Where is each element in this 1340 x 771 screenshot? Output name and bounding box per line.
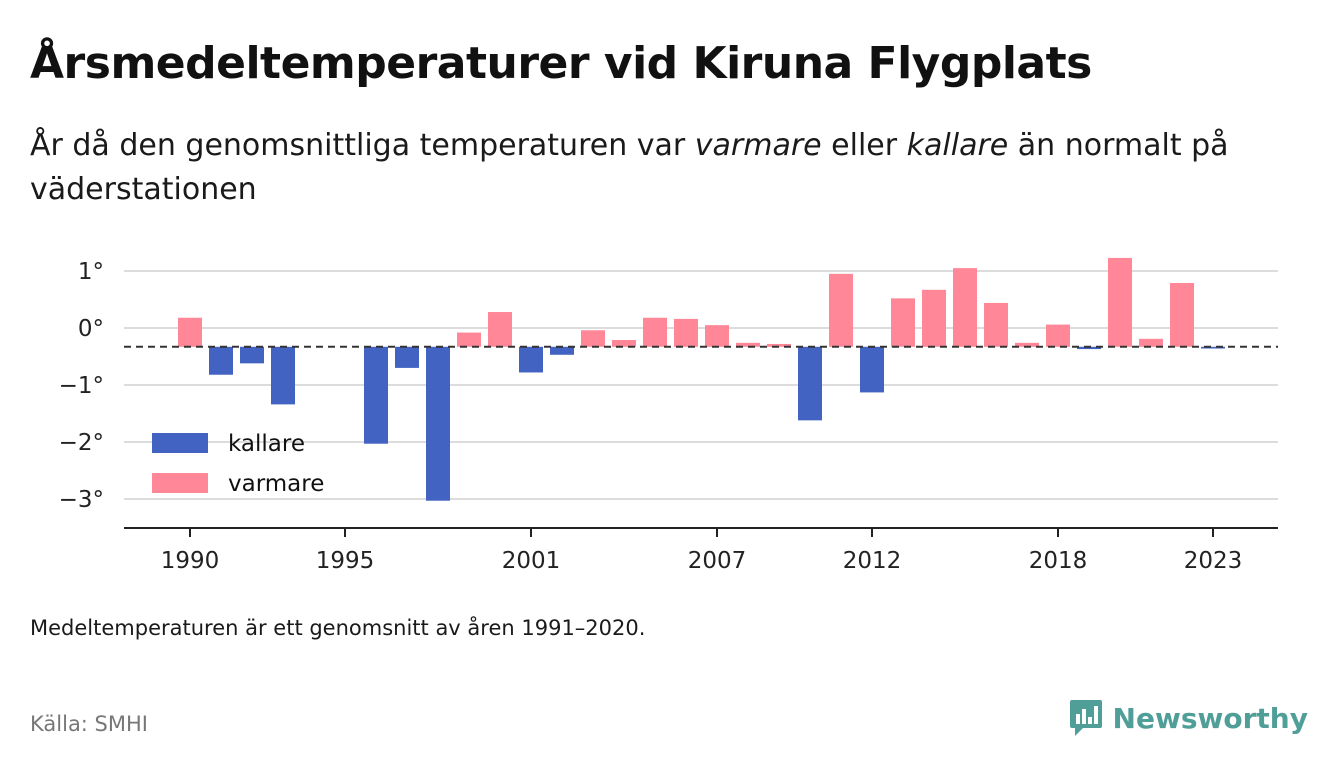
- bar-varmare-1990: [178, 317, 202, 347]
- bar-varmare-2008: [736, 342, 760, 347]
- bar-varmare-2020: [1108, 257, 1132, 347]
- bar-kallare-1996: [364, 346, 388, 444]
- bar-varmare-2016: [984, 302, 1008, 347]
- bar-varmare-2003: [581, 330, 605, 347]
- bar-varmare-2005: [643, 317, 667, 347]
- chart-subtitle: År då den genomsnittliga temperaturen va…: [30, 124, 1300, 212]
- subtitle-warm-word: varmare: [694, 128, 822, 163]
- bar-kallare-2019: [1077, 346, 1101, 350]
- bar-varmare-2014: [922, 289, 946, 347]
- x-tick-label: 2007: [688, 548, 747, 574]
- y-tick-label: 1°: [78, 259, 104, 285]
- x-tick-label: 2018: [1029, 548, 1088, 574]
- chart-title: Årsmedeltemperaturer vid Kiruna Flygplat…: [30, 38, 1092, 89]
- bar-varmare-2004: [612, 339, 636, 347]
- x-tick-label: 1995: [316, 548, 375, 574]
- bar-varmare-1999: [457, 332, 481, 347]
- bar-kallare-2012: [860, 346, 884, 393]
- bar-varmare-2018: [1046, 324, 1070, 347]
- bar-varmare-2006: [674, 318, 698, 347]
- bar-chart: 1° 0° −1° −2° −3° 1990 1995 2001 2007 2012 2018 202…: [59, 257, 1278, 574]
- bar-kallare-2002: [550, 346, 574, 355]
- bar-kallare-2010: [798, 346, 822, 421]
- bar-varmare-2022: [1170, 282, 1194, 347]
- legend-label-kallare: kallare: [228, 431, 305, 457]
- subtitle-part-1: År då den genomsnittliga temperaturen va…: [30, 128, 695, 163]
- y-tick-label: 0°: [78, 316, 104, 342]
- bar-varmare-2021: [1139, 338, 1163, 347]
- brand-logo: Newsworthy: [1069, 698, 1308, 738]
- source-label: Källa: SMHI: [30, 712, 148, 736]
- bar-varmare-2009: [767, 343, 791, 347]
- x-tick-label: 2001: [502, 548, 561, 574]
- subtitle-part-3: än normalt på väderstationen: [30, 128, 1229, 207]
- bar-varmare-2011: [829, 273, 853, 347]
- bar-kallare-1997: [395, 346, 419, 368]
- bar-varmare-2017: [1015, 342, 1039, 347]
- bar-varmare-2015: [953, 268, 977, 347]
- x-tick-label: 1990: [161, 548, 220, 574]
- legend-swatch-kallare: [152, 433, 208, 453]
- y-tick-label: −2°: [59, 430, 104, 456]
- bar-varmare-2007: [705, 325, 729, 347]
- brand-name: Newsworthy: [1112, 701, 1308, 735]
- subtitle-part-2: eller: [821, 128, 907, 163]
- bar-kallare-1993: [271, 346, 295, 405]
- x-tick-label: 2012: [843, 548, 902, 574]
- bar-kallare-1998: [426, 346, 450, 501]
- legend-label-varmare: varmare: [228, 471, 324, 497]
- y-tick-label: −3°: [59, 487, 104, 513]
- newsworthy-logo-icon: [1069, 700, 1102, 736]
- bar-kallare-1991: [209, 346, 233, 375]
- bar-kallare-2023: [1201, 346, 1225, 349]
- bar-kallare-2001: [519, 346, 543, 373]
- y-tick-label: −1°: [59, 373, 104, 399]
- x-tick-label: 2023: [1184, 548, 1243, 574]
- legend-swatch-varmare: [152, 473, 208, 493]
- subtitle-cold-word: kallare: [906, 128, 1009, 163]
- footnote: Medeltemperaturen är ett genomsnitt av å…: [30, 616, 646, 640]
- bar-varmare-2000: [488, 312, 512, 347]
- bar-kallare-1992: [240, 346, 264, 364]
- bar-varmare-2013: [891, 298, 915, 347]
